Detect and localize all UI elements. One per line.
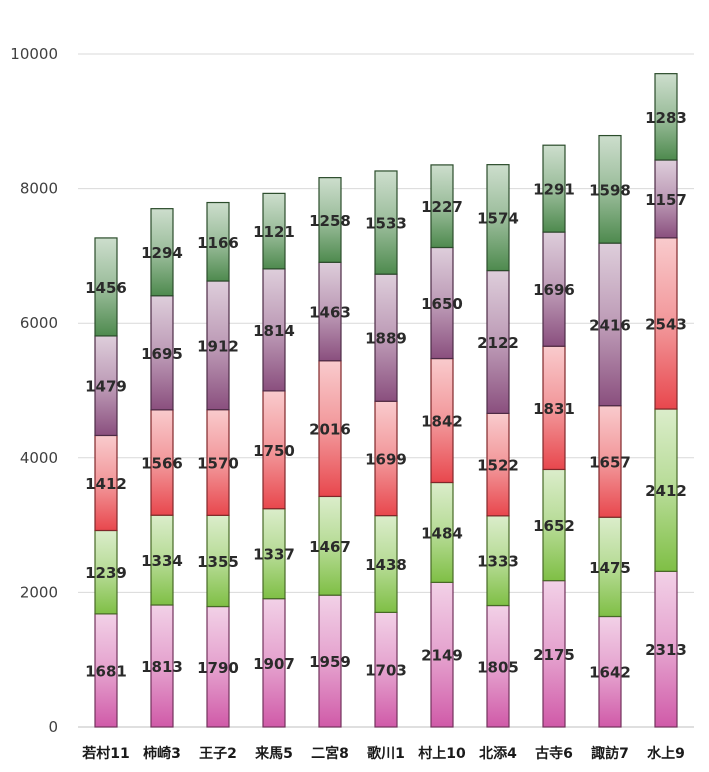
data-label: 1412	[85, 475, 127, 493]
bar-segment	[598, 134, 622, 244]
data-label: 1652	[533, 517, 575, 535]
bar-segment	[318, 177, 342, 263]
y-tick-label: 6000	[20, 314, 58, 332]
y-axis: 0 2000 4000 6000 8000 10000	[10, 45, 58, 736]
data-label: 1814	[253, 322, 295, 340]
data-label: 1598	[589, 181, 631, 199]
data-label: 1805	[477, 658, 519, 676]
bar-segment	[486, 164, 510, 272]
data-label: 2016	[309, 421, 351, 439]
data-label: 1695	[141, 345, 183, 363]
data-label: 1467	[309, 538, 351, 556]
data-label: 1696	[533, 281, 575, 299]
data-label: 1283	[645, 109, 687, 127]
data-label: 1294	[141, 244, 183, 262]
data-label: 1831	[533, 400, 575, 418]
x-tick-label: 二宮8	[311, 745, 349, 762]
y-tick-label: 0	[48, 718, 58, 736]
data-label: 1337	[253, 546, 295, 564]
x-tick-label: 水上9	[647, 745, 685, 762]
data-label: 1813	[141, 658, 183, 676]
x-tick-label: 北添4	[479, 745, 517, 762]
bar-segment	[430, 164, 454, 249]
data-label: 1333	[477, 553, 519, 571]
x-tick-label: 柿崎3	[143, 745, 181, 762]
data-label: 1907	[253, 655, 295, 673]
data-label: 2412	[645, 482, 687, 500]
data-label: 1650	[421, 295, 463, 313]
data-label: 1574	[477, 210, 519, 228]
data-label: 1227	[421, 198, 463, 216]
data-label: 1642	[589, 664, 631, 682]
x-axis: 若村11 柿崎3 王子2 来馬5 二宮8 歌川1 村上10 北添4 古寺6 諏訪7 水上9	[81, 745, 685, 762]
data-label: 1463	[309, 304, 351, 322]
data-label: 1475	[589, 559, 631, 577]
data-label: 1750	[253, 442, 295, 460]
data-label: 2175	[533, 646, 575, 664]
bar-segment	[542, 144, 566, 233]
data-label: 1334	[141, 552, 183, 570]
data-label: 1657	[589, 453, 631, 471]
data-label: 2543	[645, 315, 687, 333]
data-label: 1166	[197, 234, 239, 252]
x-tick-label: 村上10	[418, 745, 466, 762]
x-tick-label: 古寺6	[535, 745, 573, 762]
data-label: 1157	[645, 191, 687, 209]
data-label: 1681	[85, 662, 127, 680]
bar-segment	[206, 201, 230, 282]
data-label: 1484	[421, 524, 463, 542]
bars-layer	[94, 73, 678, 728]
bar-segment	[94, 237, 118, 337]
data-label: 1912	[197, 337, 239, 355]
x-tick-label: 歌川1	[367, 745, 405, 762]
y-tick-label: 8000	[20, 180, 58, 198]
data-label: 1291	[533, 181, 575, 199]
data-label: 1533	[365, 215, 407, 233]
bar-segment	[374, 170, 398, 275]
x-tick-label: 若村11	[81, 745, 129, 762]
data-label: 1239	[85, 564, 127, 582]
data-label: 2149	[421, 647, 463, 665]
y-tick-label: 10000	[10, 45, 58, 63]
data-label: 1121	[253, 223, 295, 241]
data-label: 1959	[309, 653, 351, 671]
x-tick-label: 諏訪7	[591, 745, 629, 762]
data-label: 2313	[645, 641, 687, 659]
data-label: 1355	[197, 553, 239, 571]
x-tick-label: 来馬5	[254, 746, 293, 762]
data-label: 1889	[365, 330, 407, 348]
bar-segment	[262, 192, 286, 270]
data-labels-layer: 1681 1239 1412 1479 1456 1813 1334 1566 1695 1294…	[85, 109, 687, 682]
data-label: 2416	[589, 316, 631, 334]
data-label: 1438	[365, 556, 407, 574]
data-label: 2122	[477, 334, 519, 352]
y-tick-label: 2000	[20, 583, 58, 601]
data-label: 1703	[365, 662, 407, 680]
y-tick-label: 4000	[20, 449, 58, 467]
data-label: 1566	[141, 455, 183, 473]
data-label: 1842	[421, 413, 463, 431]
x-tick-label: 王子2	[199, 746, 237, 762]
bar-segment	[150, 208, 174, 297]
data-label: 1522	[477, 457, 519, 475]
data-label: 1479	[85, 378, 127, 396]
data-label: 1790	[197, 659, 239, 677]
data-label: 1699	[365, 450, 407, 468]
data-label: 1456	[85, 279, 127, 297]
data-label: 1258	[309, 212, 351, 230]
data-label: 1570	[197, 455, 239, 473]
bar-segment	[654, 73, 678, 161]
